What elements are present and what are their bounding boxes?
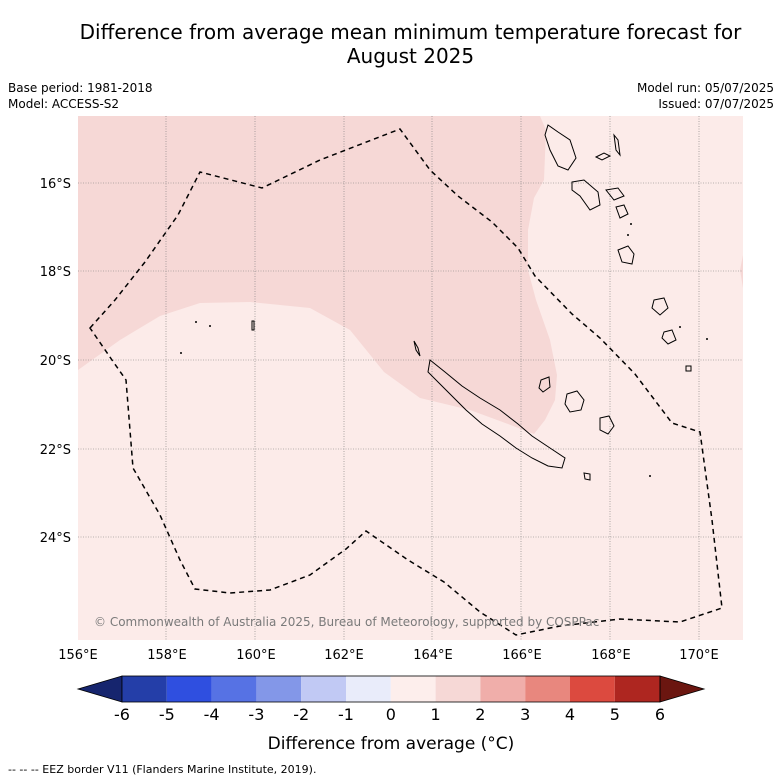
- vanuatu-banks: [613, 133, 621, 157]
- lat-label: 24°S: [40, 531, 71, 546]
- lon-label: 166°E: [502, 648, 542, 663]
- islet-7: [630, 223, 632, 225]
- anomaly-field-medium-east: [740, 255, 743, 288]
- colorbar-outline: [121, 675, 661, 703]
- colorbar-extend-high: [659, 675, 706, 703]
- loyalty-islands-ouvea: [538, 376, 551, 393]
- islet-8: [627, 234, 629, 236]
- colorbar-tick: -5: [159, 705, 175, 724]
- lat-label: 18°S: [40, 265, 71, 280]
- colorbar-bin: [122, 676, 167, 702]
- islet-6: [679, 326, 681, 328]
- belep-islands: [413, 340, 421, 357]
- vanuatu-malakula: [571, 179, 601, 211]
- meta-right: Model run: 05/07/2025 Issued: 07/07/2025: [637, 80, 774, 112]
- colorbar-tick: 0: [386, 705, 396, 724]
- colorbar-bin: [301, 676, 346, 702]
- vanuatu-epi: [615, 204, 629, 219]
- anomaly-field-medium: [78, 116, 557, 434]
- copyright-notice: © Commonwealth of Australia 2025, Bureau…: [94, 615, 599, 629]
- eez-border: [89, 128, 723, 636]
- title-line-2: August 2025: [346, 44, 475, 68]
- lat-label: 16°S: [40, 177, 71, 192]
- model-name: Model: ACCESS-S2: [8, 97, 120, 111]
- graticule: [78, 116, 743, 640]
- colorbar-bin: [525, 676, 570, 702]
- colorbar-bin: [211, 676, 257, 702]
- eez-footnote: -- -- -- EEZ border V11 (Flanders Marine…: [8, 763, 317, 776]
- colorbar-tick: 2: [475, 705, 485, 724]
- isle-of-pines: [583, 472, 591, 481]
- vanuatu-erromango: [651, 297, 669, 316]
- lon-label: 164°E: [413, 648, 453, 663]
- vanuatu-efate: [617, 245, 635, 265]
- colorbar-tick: 3: [520, 705, 530, 724]
- colorbar-bin: [166, 676, 212, 702]
- colorbar-bin: [570, 676, 615, 702]
- lat-label: 20°S: [40, 354, 71, 369]
- colorbar-label: Difference from average (°C): [268, 734, 515, 754]
- islet-2: [209, 325, 211, 327]
- colorbar: -6 -5 -4 -3 -2 -1 0 1 2 3 4 5 6 Differen…: [76, 675, 706, 754]
- meta-left: Base period: 1981-2018 Model: ACCESS-S2: [8, 80, 153, 112]
- title-line-1: Difference from average mean minimum tem…: [79, 20, 742, 44]
- loyalty-islands-mare: [599, 415, 615, 435]
- lon-label: 170°E: [679, 648, 719, 663]
- map-area: © Commonwealth of Australia 2025, Bureau…: [78, 116, 743, 640]
- lon-label: 168°E: [591, 648, 631, 663]
- colorbar-tick: -1: [338, 705, 354, 724]
- colorbar-tick: 6: [655, 705, 665, 724]
- vanuatu-tanna: [661, 329, 677, 345]
- colorbar-tick: -6: [114, 705, 130, 724]
- colorbar-tick: -3: [248, 705, 264, 724]
- colorbar-tick: 1: [431, 705, 441, 724]
- islet-4: [649, 475, 651, 477]
- colorbar-bin: [614, 676, 660, 702]
- colorbar-bin: [435, 676, 481, 702]
- vanuatu-island-1: [594, 152, 612, 161]
- model-run: Model run: 05/07/2025: [636, 81, 774, 95]
- colorbar-ticks: -6 -5 -4 -3 -2 -1 0 1 2 3 4 5 6: [114, 705, 665, 724]
- islet-1: [195, 321, 197, 323]
- vanuatu-aneityum: [685, 365, 692, 372]
- colorbar-extend-low: [76, 675, 123, 703]
- colorbar-bin: [480, 676, 526, 702]
- colorbar-tick: -4: [204, 705, 220, 724]
- colorbar-bin: [256, 676, 302, 702]
- lon-label: 162°E: [324, 648, 364, 663]
- islet-5: [706, 338, 708, 340]
- lat-labels: 16°S 18°S 20°S 22°S 24°S: [40, 177, 71, 546]
- new-caledonia: [427, 359, 566, 469]
- vanuatu-ambrym: [605, 187, 625, 201]
- base-period: Base period: 1981-2018: [8, 81, 153, 95]
- colorbar-bin: [390, 676, 436, 702]
- loyalty-islands-lifou: [564, 390, 585, 413]
- chesterfield-islet: [251, 320, 255, 331]
- issued-date: Issued: 07/07/2025: [658, 97, 774, 111]
- lon-label: 160°E: [236, 648, 276, 663]
- colorbar-tick: 5: [610, 705, 620, 724]
- colorbar-tick: 4: [565, 705, 575, 724]
- lat-label: 22°S: [40, 443, 71, 458]
- colorbar-tick: -2: [293, 705, 309, 724]
- lon-label: 158°E: [147, 648, 187, 663]
- islet-3: [180, 352, 182, 354]
- map-title: Difference from average mean minimum tem…: [40, 20, 781, 68]
- lon-label: 156°E: [58, 648, 98, 663]
- vanuatu-espiritu-santo: [544, 124, 577, 171]
- colorbar-bin: [346, 676, 391, 702]
- lon-labels: 156°E 158°E 160°E 162°E 164°E 166°E 168°…: [58, 648, 719, 663]
